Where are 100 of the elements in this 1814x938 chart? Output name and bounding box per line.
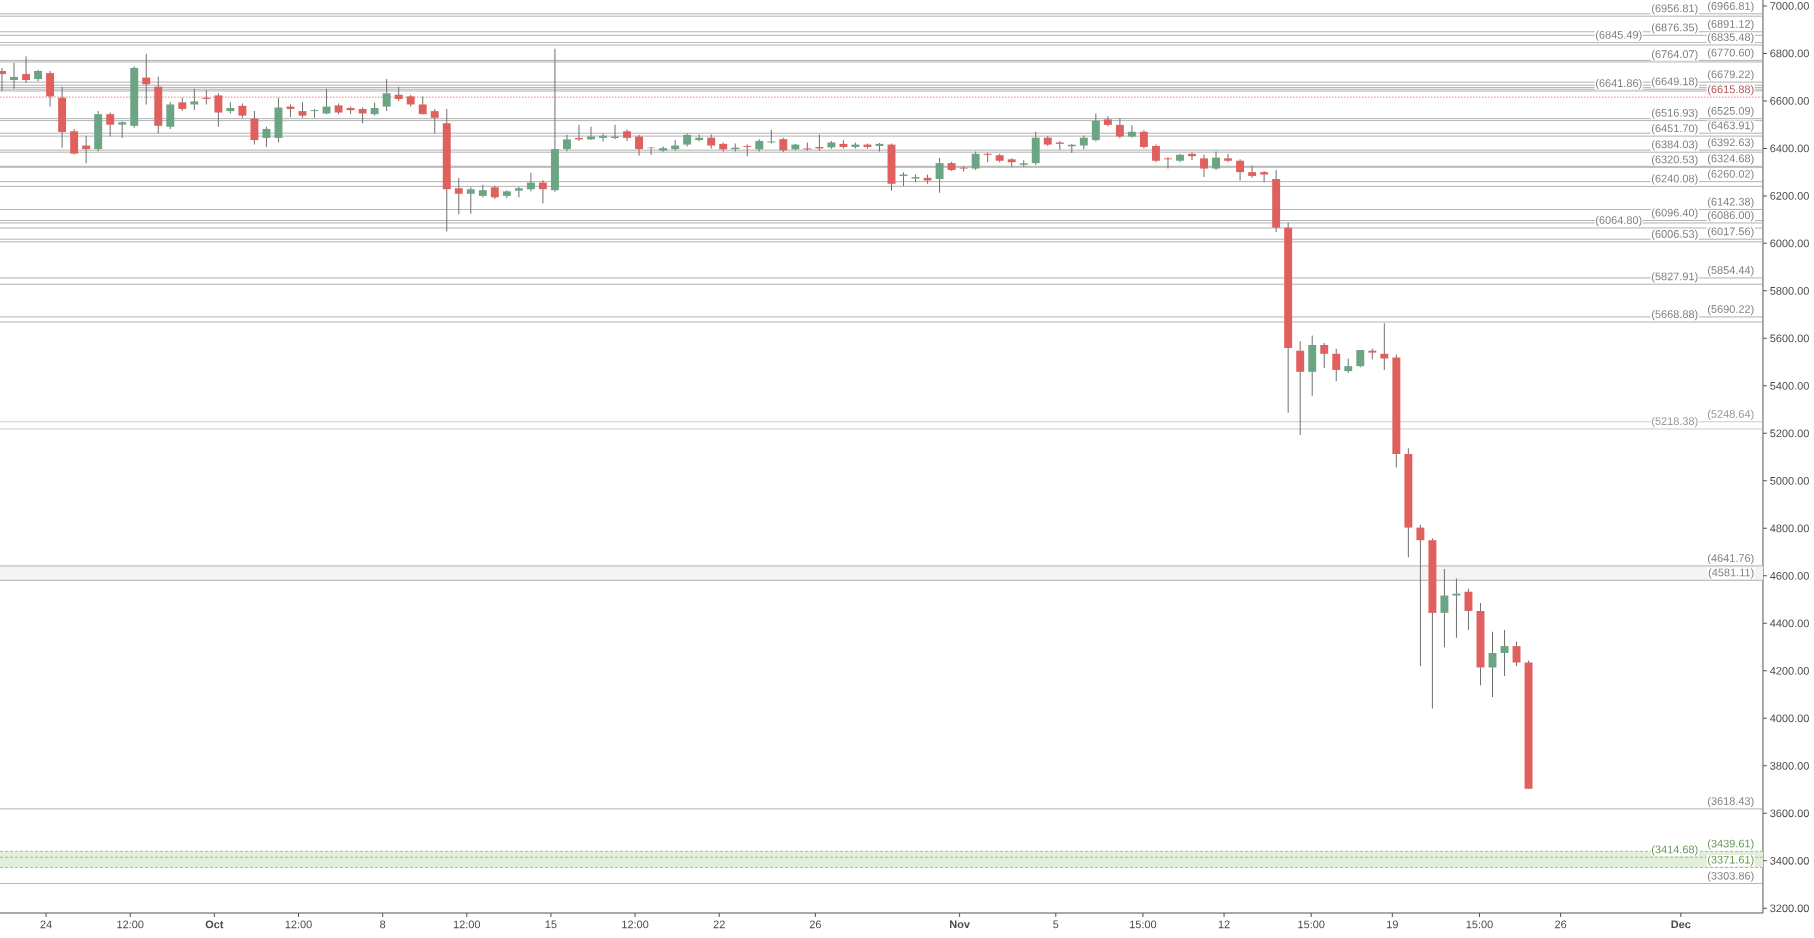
ref-line-label: (6006.53)	[1651, 229, 1698, 241]
ref-line-label: (6525.09)	[1707, 106, 1754, 117]
candlestick	[635, 134, 644, 157]
ref-line-label: (6649.18)	[1651, 77, 1698, 88]
candlestick	[1248, 165, 1257, 179]
x-tick-label: 5	[1053, 920, 1059, 929]
ref-line-label: (6384.03)	[1651, 140, 1698, 151]
ref-line-label: (6064.80)	[1595, 215, 1642, 227]
candlestick	[1224, 153, 1233, 163]
y-tick-label: 4600.00	[1770, 571, 1809, 580]
y-tick-label: 5600.00	[1770, 334, 1809, 343]
y-tick-label: 4800.00	[1770, 524, 1809, 533]
x-tick-label: Nov	[949, 920, 970, 929]
ref-line-label: (6845.49)	[1595, 30, 1642, 41]
candlestick	[983, 151, 992, 163]
ref-line-label: (3303.86)	[1707, 871, 1754, 882]
x-tick-label: 24	[40, 920, 52, 929]
candlestick	[1115, 117, 1124, 139]
candlestick	[659, 145, 668, 153]
candlestick	[599, 132, 607, 142]
candlestick	[1127, 124, 1136, 138]
ref-line-label: (6835.48)	[1707, 32, 1754, 44]
candlestick	[454, 177, 463, 215]
y-tick-label: 6800.00	[1770, 49, 1809, 58]
candlestick	[466, 186, 475, 215]
candlestick	[1163, 156, 1172, 170]
ref-line-label: (3618.43)	[1707, 796, 1754, 808]
y-tick-label: 3800.00	[1770, 761, 1809, 770]
y-tick-label: 4000.00	[1770, 714, 1809, 723]
ref-line-label: (6017.56)	[1707, 227, 1754, 238]
y-tick-label: 5200.00	[1770, 429, 1809, 438]
ref-line-label: (3439.61)	[1707, 839, 1754, 850]
x-tick-label: Dec	[1671, 920, 1691, 929]
candlestick	[1236, 158, 1245, 181]
candlestick	[22, 55, 31, 84]
ref-line-label: (4641.76)	[1707, 553, 1754, 565]
candlestick	[190, 88, 199, 111]
ref-line-label: (6260.02)	[1707, 169, 1754, 180]
candlestick	[1332, 348, 1341, 382]
ref-line-label: (6641.86)	[1595, 78, 1642, 90]
y-tick-label: 6000.00	[1770, 239, 1809, 248]
ref-line-label: (6615.88)	[1707, 85, 1754, 96]
y-tick-label: 7000.00	[1770, 2, 1809, 10]
ref-line-label: (6463.91)	[1707, 121, 1754, 132]
y-tick-label: 4400.00	[1770, 619, 1809, 628]
y-tick-label: 5800.00	[1770, 286, 1809, 295]
candlestick	[1139, 129, 1148, 149]
x-tick-label: 12:00	[285, 920, 312, 929]
ref-line-label: (4581.11)	[1708, 568, 1754, 579]
x-tick-label: 12:00	[622, 920, 649, 929]
candlestick	[1512, 641, 1521, 667]
ref-line-label: (6764.07)	[1651, 49, 1698, 61]
ref-line-label: (5248.64)	[1707, 409, 1754, 420]
ref-line-label: (6876.35)	[1651, 23, 1698, 34]
x-tick-label: 15	[545, 920, 557, 929]
y-tick-label: 4200.00	[1770, 666, 1809, 675]
ref-line-label: (6770.60)	[1707, 48, 1754, 59]
x-tick-label: 12	[1218, 920, 1230, 929]
ref-line-label: (6324.68)	[1707, 154, 1754, 165]
ref-line-label: (6966.81)	[1707, 1, 1754, 13]
x-tick-label: 22	[713, 920, 725, 929]
candlestick	[262, 126, 271, 148]
ref-line-label: (5668.88)	[1651, 310, 1698, 321]
candlestick	[1380, 322, 1389, 371]
ref-line-label: (5854.44)	[1707, 265, 1754, 277]
x-tick-label: 15:00	[1130, 920, 1157, 929]
ref-line-label: (6451.70)	[1651, 124, 1698, 135]
candlestick	[514, 186, 523, 198]
x-tick-label: 26	[1555, 920, 1567, 929]
ref-line-label: (6086.00)	[1707, 210, 1754, 222]
ref-line-label: (6679.22)	[1707, 70, 1754, 81]
candlestick	[935, 157, 944, 194]
y-tick-label: 6400.00	[1770, 144, 1809, 153]
x-tick-label: 12:00	[117, 920, 144, 929]
ref-line-label: (5690.22)	[1707, 304, 1754, 316]
y-tick-label: 5000.00	[1770, 476, 1809, 485]
candlestick	[803, 141, 812, 152]
ref-line-label: (3414.68)	[1651, 845, 1698, 856]
x-tick-label: Oct	[205, 920, 224, 929]
candlestick	[70, 128, 79, 155]
y-tick-label: 3400.00	[1770, 856, 1809, 865]
ref-line-label: (6891.12)	[1707, 19, 1754, 30]
candlestick	[538, 179, 547, 204]
x-tick-label: 26	[809, 920, 821, 929]
ref-line-label: (5827.91)	[1651, 272, 1698, 283]
ref-line-label: (6096.40)	[1651, 208, 1698, 219]
x-tick-label: 15:00	[1466, 920, 1493, 929]
x-tick-label: 19	[1387, 920, 1398, 929]
candlestick	[250, 110, 259, 146]
candlestick	[1200, 154, 1208, 178]
y-tick-label: 3200.00	[1770, 904, 1809, 913]
y-tick-label: 6200.00	[1770, 192, 1809, 200]
candlestick	[430, 108, 439, 134]
y-tick-label: 6600.00	[1770, 97, 1809, 105]
ref-line-label: (6142.38)	[1707, 197, 1754, 208]
y-tick-label: 3600.00	[1770, 809, 1809, 818]
candlestick	[1452, 577, 1461, 639]
ref-line-label: (6392.63)	[1707, 138, 1754, 149]
candlestick	[1296, 340, 1305, 436]
candlestick	[1091, 112, 1100, 142]
